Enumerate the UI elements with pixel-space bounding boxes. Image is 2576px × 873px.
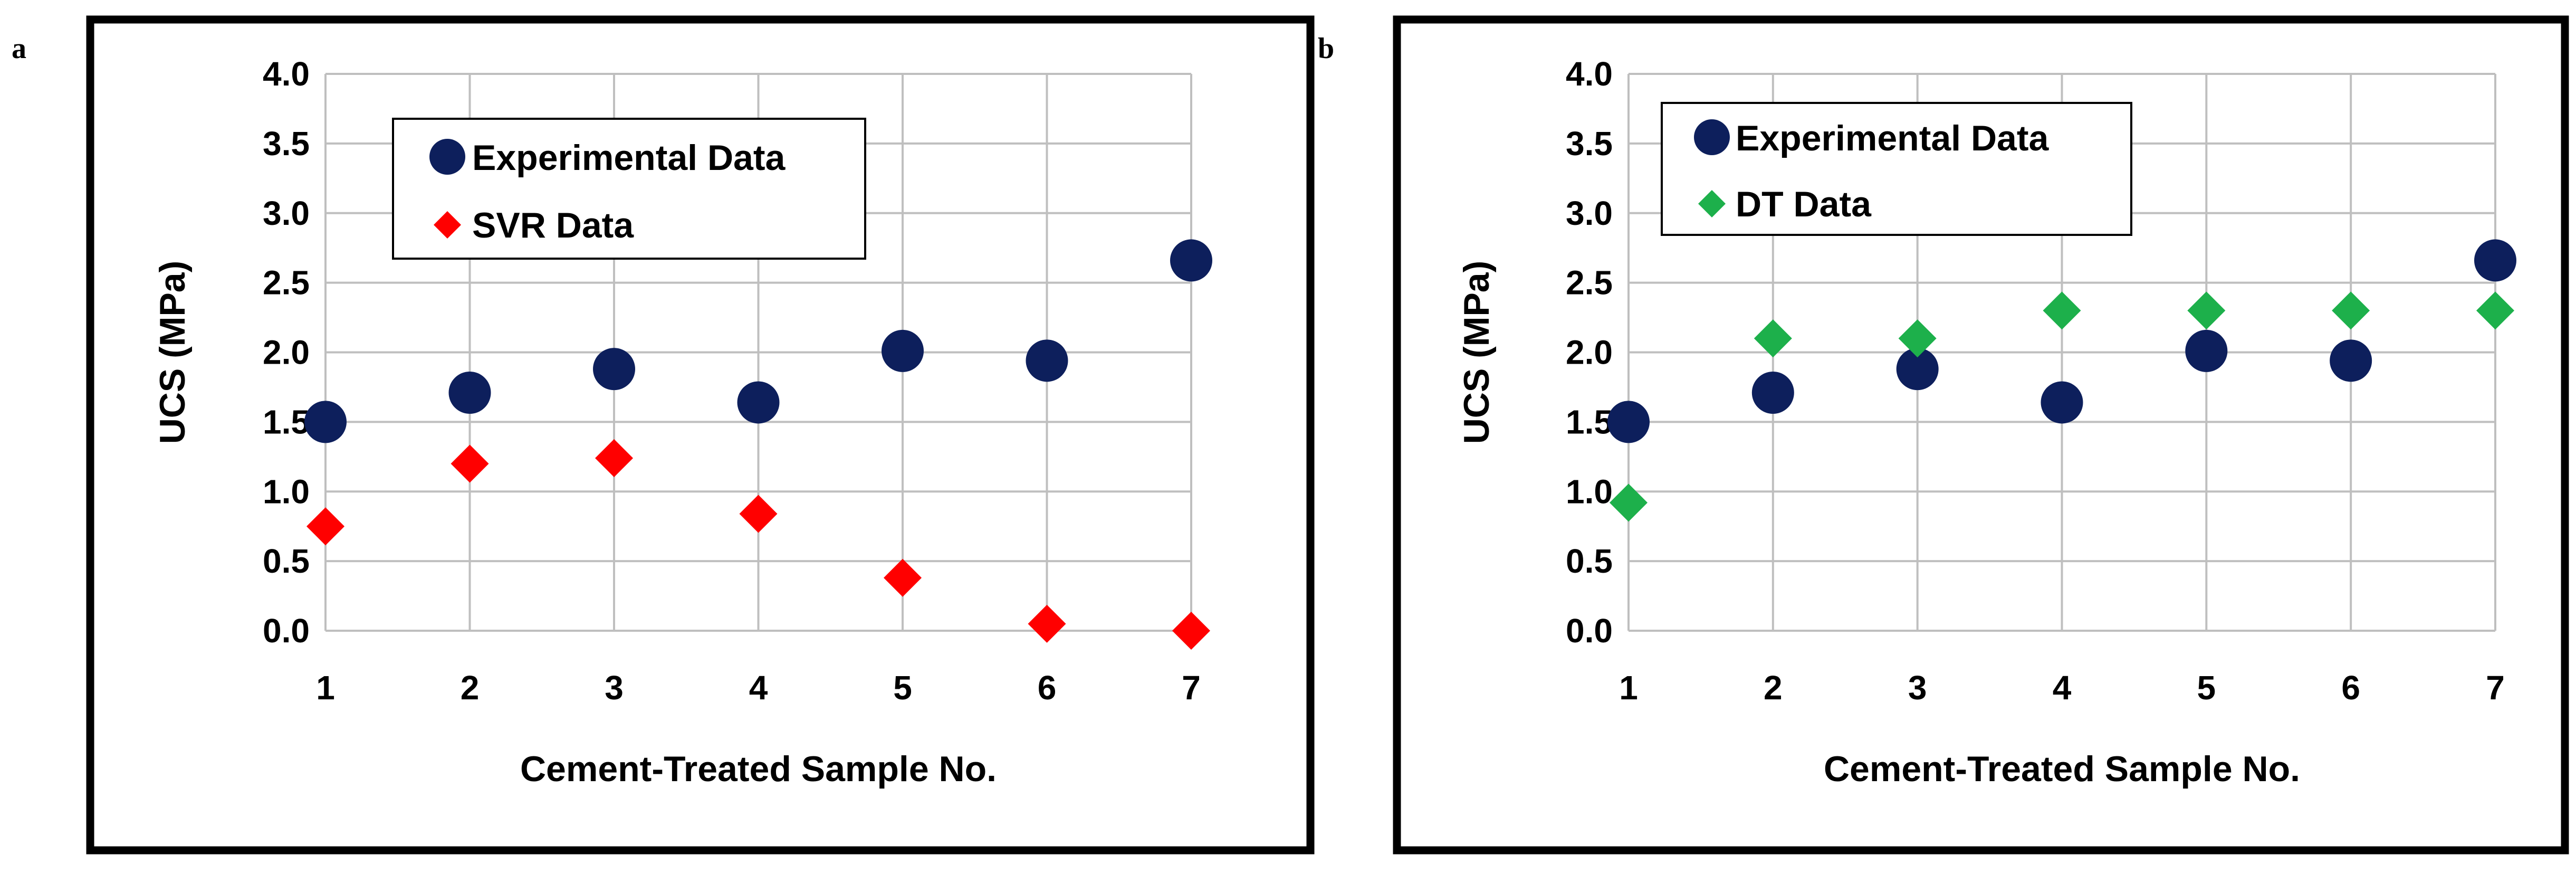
chart-a-point-svr-data (451, 444, 489, 483)
chart-a-point-svr-data (1028, 604, 1066, 643)
chart-a-plot-area: 0.0 0.5 1.0 1.5 2.0 2.5 3.0 3.5 4.0 1 2 3 4 5 6 7 (263, 55, 1212, 707)
chart-b-y-tick-label: 4.0 (1566, 55, 1613, 93)
chart-b-legend-marker-experimental (1694, 119, 1730, 155)
chart-b-x-tick-label: 2 (1764, 669, 1783, 707)
chart-a-point-svr-data (884, 558, 922, 597)
chart-b-y-tick-label: 2.0 (1566, 334, 1613, 372)
chart-b-x-tick-label: 6 (2341, 669, 2360, 707)
panel-letter-b: b (1318, 32, 1334, 65)
chart-b-point-experimental-data (2185, 329, 2228, 372)
chart-a-x-tick-label: 5 (893, 669, 912, 707)
chart-b-x-tick-label: 7 (2486, 669, 2505, 707)
chart-a-legend-marker-experimental (429, 139, 465, 175)
chart-a-point-svr-data (1172, 612, 1210, 650)
chart-a-x-tick-label: 3 (605, 669, 624, 707)
panel-a: a 0.0 0.5 1.0 1.5 2.0 2.5 3.0 3.5 4.0 1 2 3 4 5 6 7 UCS… (12, 15, 1315, 855)
chart-b-legend-label-dt: DT Data (1736, 184, 1872, 224)
chart-a-x-tick-label: 6 (1038, 669, 1057, 707)
chart-a-y-tick-label: 1.5 (263, 403, 310, 441)
chart-b-x-axis-title: Cement-Treated Sample No. (1824, 749, 2300, 789)
chart-a-legend-label-svr: SVR Data (472, 205, 634, 245)
chart-b-point-experimental-data (2474, 239, 2516, 282)
chart-b-point-experimental-data (1896, 348, 1939, 391)
chart-b-point-dt-data (1610, 483, 1648, 522)
chart-a-y-tick-label: 4.0 (263, 55, 310, 93)
chart-a-y-tick-label: 0.0 (263, 612, 310, 650)
chart-b-point-experimental-data (2330, 339, 2372, 382)
chart-a-y-tick-label: 1.0 (263, 472, 310, 510)
chart-b-y-tick-label: 1.5 (1566, 403, 1613, 441)
chart-a-y-tick-label: 3.5 (263, 125, 310, 163)
chart-a-y-tick-label: 3.0 (263, 194, 310, 232)
chart-a-x-tick-label: 1 (316, 669, 335, 707)
chart-a-y-axis-title: UCS (MPa) (152, 261, 193, 444)
chart-b-point-dt-data (2332, 291, 2370, 330)
chart-b-point-dt-data (2476, 291, 2514, 330)
chart-a-legend-label-experimental: Experimental Data (472, 138, 786, 178)
chart-a-x-tick-label: 4 (749, 669, 768, 707)
chart-b-y-tick-label: 0.0 (1566, 612, 1613, 650)
chart-b-x-tick-label: 1 (1619, 669, 1638, 707)
chart-b-y-axis-title: UCS (MPa) (1457, 261, 1497, 444)
chart-a-y-tick-label: 0.5 (263, 542, 310, 580)
chart-b-legend: Experimental Data DT Data (1661, 102, 2132, 236)
chart-a-x-tick-label: 2 (461, 669, 480, 707)
chart-b-point-dt-data (2043, 291, 2081, 330)
chart-a-legend-marker-svr (434, 211, 461, 239)
chart-a-legend-box (392, 118, 866, 260)
chart-b-y-tick-label: 3.0 (1566, 194, 1613, 232)
chart-b-point-dt-data (1754, 319, 1792, 358)
chart-a-point-experimental-data (1026, 339, 1068, 382)
chart-a-x-axis-title: Cement-Treated Sample No. (520, 749, 997, 789)
chart-a-x-tick-label: 7 (1182, 669, 1201, 707)
chart-b-y-tick-label: 2.5 (1566, 264, 1613, 302)
chart-b-x-tick-label: 3 (1908, 669, 1927, 707)
chart-b-x-tick-label: 4 (2053, 669, 2072, 707)
chart-a-point-svr-data (307, 507, 344, 546)
chart-a-point-experimental-data (882, 329, 924, 372)
chart-a-point-experimental-data (737, 381, 780, 424)
chart-b-point-dt-data (2187, 291, 2226, 330)
chart-b-point-experimental-data (2041, 381, 2083, 424)
chart-a-legend: Experimental Data SVR Data (392, 118, 866, 260)
chart-a-point-experimental-data (304, 401, 347, 443)
chart-b-legend-label-experimental: Experimental Data (1736, 118, 2050, 158)
chart-a-point-experimental-data (593, 348, 635, 391)
panel-b: b 0.0 0.5 1.0 1.5 2.0 2.5 3.0 3.5 4.0 1 2 3 4 5 6 7 UCS… (1318, 15, 2569, 855)
chart-b-y-tick-label: 3.5 (1566, 125, 1613, 163)
chart-a-point-svr-data (739, 495, 778, 533)
chart-b-y-tick-label: 0.5 (1566, 542, 1613, 580)
chart-a-y-tick-label: 2.0 (263, 334, 310, 372)
chart-b-legend-box (1661, 102, 2132, 236)
chart-a-point-experimental-data (1170, 239, 1212, 282)
chart-b-y-tick-label: 1.0 (1566, 472, 1613, 510)
chart-b-x-tick-label: 5 (2197, 669, 2216, 707)
chart-a-y-tick-label: 2.5 (263, 264, 310, 302)
chart-a-point-svr-data (595, 439, 633, 477)
chart-b-point-experimental-data (1607, 401, 1650, 443)
chart-b-point-dt-data (1898, 319, 1937, 358)
chart-b-point-experimental-data (1751, 371, 1794, 414)
chart-b-legend-marker-dt (1698, 190, 1726, 217)
panel-letter-a: a (12, 32, 26, 65)
chart-a-point-experimental-data (448, 371, 491, 414)
